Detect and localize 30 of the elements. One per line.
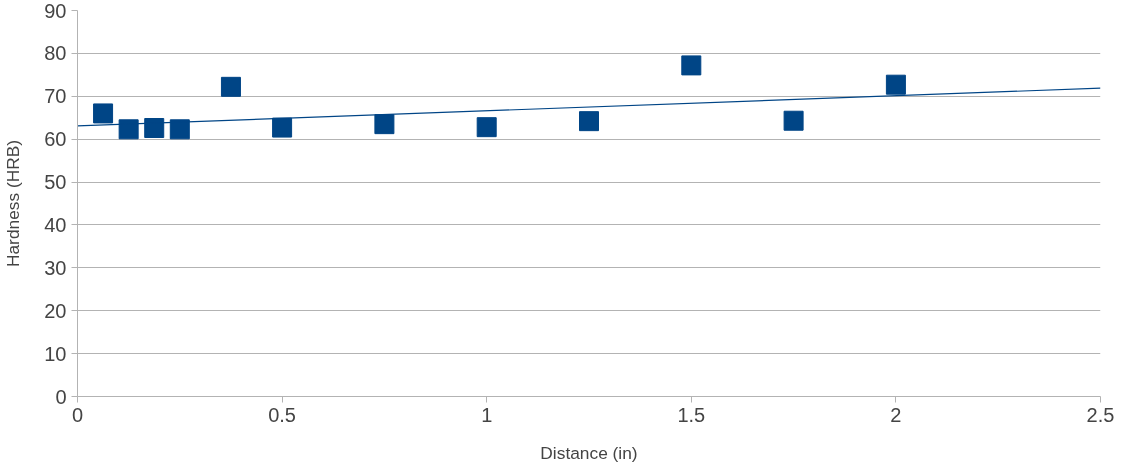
y-tick-label: 80	[44, 42, 67, 65]
point	[169, 119, 190, 140]
point	[681, 55, 702, 76]
x-axis-title: Distance (in)	[540, 442, 638, 463]
y-tick-label: 50	[44, 171, 67, 194]
point	[220, 76, 241, 97]
x-tick-label: 1.5	[677, 403, 706, 426]
x-tick-label: 2	[890, 403, 902, 426]
point	[476, 117, 497, 138]
x-tick-label: 0	[71, 403, 84, 426]
y-axis-title: Hardness (HRB)	[3, 139, 24, 268]
y-tick-label: 30	[44, 256, 67, 279]
x-tick-label: 1	[481, 403, 493, 426]
y-tick-label: 60	[44, 128, 67, 151]
y-tick-label: 10	[44, 342, 67, 365]
point	[144, 118, 165, 139]
point	[885, 74, 906, 95]
point	[93, 103, 114, 124]
y-tick-label: 40	[44, 213, 67, 236]
point	[579, 111, 599, 132]
point	[374, 114, 395, 135]
x-tick-label: 0.5	[268, 403, 297, 426]
y-tick-label: 90	[44, 0, 67, 22]
point	[118, 119, 139, 140]
point	[272, 117, 293, 138]
y-tick-label: 70	[44, 85, 67, 108]
y-tick-label: 0	[55, 385, 67, 408]
x-tick-label: 2.5	[1086, 403, 1115, 426]
point	[783, 110, 804, 131]
y-tick-label: 20	[44, 299, 67, 322]
